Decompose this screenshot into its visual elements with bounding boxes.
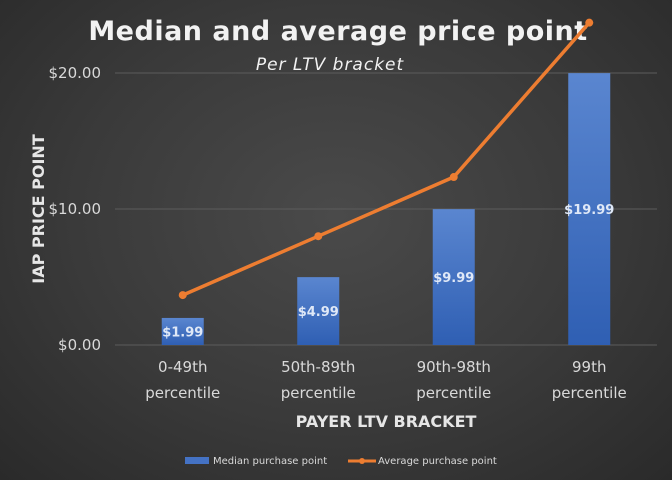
bar (161, 317, 204, 345)
average-point (178, 291, 187, 300)
y-tick-label: $10.00 (49, 200, 102, 218)
legend-label-median: Median purchase point (213, 456, 327, 467)
y-axis-label: IAP PRICE POINT (29, 134, 48, 284)
chart-subtitle: Per LTV bracket (256, 55, 405, 75)
legend-swatch-median (185, 457, 209, 464)
bar (297, 277, 340, 345)
x-tick-label: percentile (416, 384, 491, 402)
bar-data-label: $1.99 (162, 325, 203, 340)
x-tick-label: percentile (281, 384, 356, 402)
x-axis-label: PAYER LTV BRACKET (296, 412, 477, 431)
chart-title: Median and average price point (88, 16, 587, 47)
x-tick-label: 50th-89th (281, 358, 355, 376)
legend-marker-average (359, 458, 365, 464)
average-point (314, 232, 323, 241)
bar (432, 209, 475, 345)
x-tick-label: percentile (552, 384, 627, 402)
x-tick-label: 90th-98th (417, 358, 491, 376)
legend-label-average: Average purchase point (378, 456, 497, 467)
y-tick-label: $20.00 (49, 64, 102, 82)
average-line (182, 21, 591, 297)
x-tick-label: 99th (572, 358, 606, 376)
average-point (585, 18, 594, 27)
bar-data-label: $19.99 (564, 203, 614, 218)
bar-data-label: $9.99 (433, 271, 474, 286)
x-tick-label: 0-49th (158, 358, 207, 376)
bar (568, 73, 611, 346)
bar-data-label: $4.99 (298, 305, 339, 320)
x-tick-label: percentile (145, 384, 220, 402)
y-tick-label: $0.00 (58, 336, 101, 354)
average-point (449, 173, 458, 182)
